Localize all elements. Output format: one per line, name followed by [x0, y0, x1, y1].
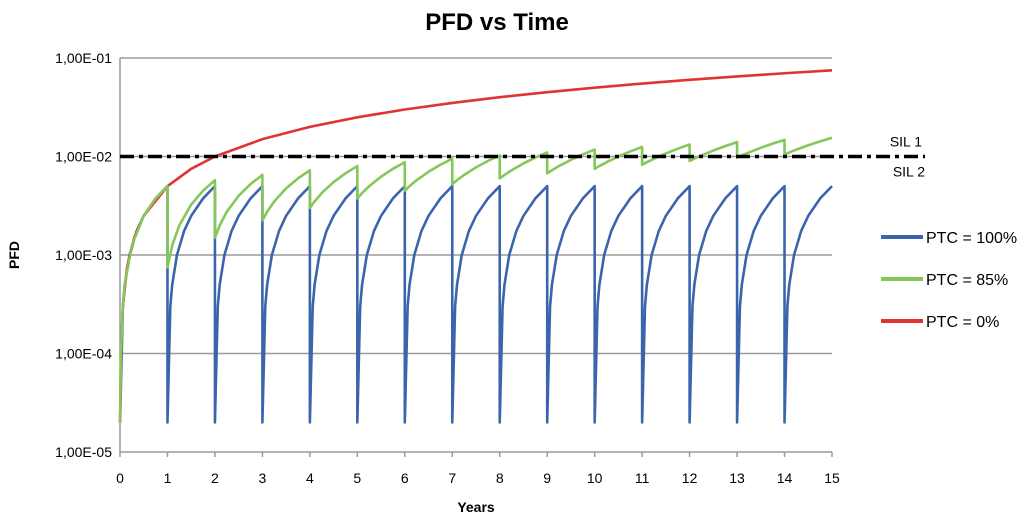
- legend-label: PTC = 85%: [926, 272, 1008, 289]
- chart-title: PFD vs Time: [425, 9, 569, 36]
- legend-label: PTC = 0%: [926, 314, 999, 331]
- x-tick-label: 0: [116, 470, 124, 486]
- sil-2-label: SIL 2: [893, 164, 925, 180]
- series-line-ptc-85-: [118, 136, 833, 423]
- x-tick-label: 9: [543, 470, 551, 486]
- legend-label: PTC = 100%: [926, 230, 1017, 247]
- x-tick-label: 2: [211, 470, 219, 486]
- y-axis-label: PFD: [6, 241, 22, 269]
- x-tick-label: 12: [682, 470, 698, 486]
- x-tick-label: 4: [306, 470, 314, 486]
- y-tick-label: 1,00E-01: [55, 50, 112, 66]
- series-line-ptc-100-: [118, 184, 833, 424]
- y-tick-label: 1,00E-05: [55, 444, 112, 460]
- sil-1-label: SIL 1: [890, 134, 922, 150]
- x-tick-label: 11: [635, 470, 650, 486]
- x-tick-label: 6: [401, 470, 409, 486]
- x-tick-label: 7: [448, 470, 456, 486]
- x-tick-label: 5: [353, 470, 361, 486]
- x-tick-label: 10: [587, 470, 603, 486]
- y-tick-label: 1,00E-02: [55, 149, 112, 165]
- x-axis-label: Years: [457, 499, 495, 515]
- x-tick-label: 3: [259, 470, 267, 486]
- x-tick-label: 13: [729, 470, 745, 486]
- x-tick-label: 1: [164, 470, 172, 486]
- y-tick-label: 1,00E-04: [55, 346, 112, 362]
- x-tick-label: 14: [777, 470, 793, 486]
- y-tick-label: 1,00E-03: [55, 247, 112, 263]
- x-tick-label: 8: [496, 470, 504, 486]
- x-tick-label: 15: [824, 470, 840, 486]
